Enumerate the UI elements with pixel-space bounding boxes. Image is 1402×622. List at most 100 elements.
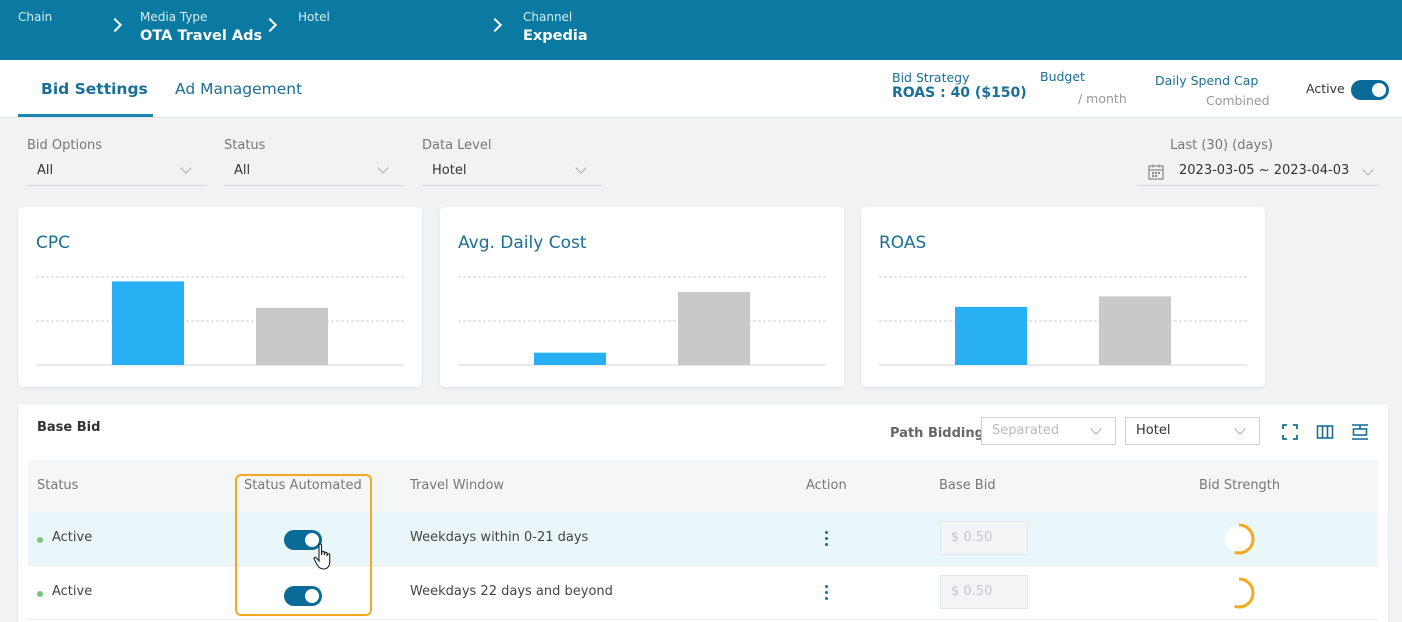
bar bbox=[256, 307, 328, 365]
data-level-select[interactable]: Hotel bbox=[422, 160, 602, 186]
row-height-icon[interactable] bbox=[1350, 422, 1370, 442]
breadcrumb-channel-value: Expedia bbox=[523, 28, 588, 44]
breadcrumb-channel-label: Channel bbox=[523, 10, 573, 24]
chevron-down-icon bbox=[377, 162, 389, 174]
bid-strategy-label: Bid Strategy bbox=[892, 70, 970, 85]
toggle-knob bbox=[1372, 83, 1386, 97]
tabs-header: Bid Settings Ad Management Bid Strategy … bbox=[0, 60, 1402, 118]
status-automated-toggle[interactable] bbox=[284, 586, 322, 606]
bar bbox=[955, 306, 1027, 365]
status-select[interactable]: All bbox=[224, 160, 404, 186]
tab-ad-management[interactable]: Ad Management bbox=[175, 80, 303, 98]
top-breadcrumb-bar: Chain Media Type OTA Travel Ads Hotel Ch… bbox=[0, 0, 1402, 60]
col-base-bid[interactable]: Base Bid bbox=[939, 478, 996, 493]
breadcrumb-hotel-label: Hotel bbox=[298, 10, 330, 24]
bid-strength-gauge bbox=[1225, 577, 1255, 609]
budget-label: Budget bbox=[1040, 69, 1085, 84]
status-automated-toggle[interactable] bbox=[284, 530, 322, 550]
bid-strategy[interactable]: Bid Strategy ROAS : 40 ($150) bbox=[892, 70, 1027, 101]
data-level-filter[interactable]: Data Level Hotel bbox=[422, 138, 602, 186]
toggle-knob bbox=[305, 533, 319, 547]
bid-options-label: Bid Options bbox=[27, 138, 103, 153]
columns-icon[interactable] bbox=[1315, 422, 1335, 442]
bid-options-select[interactable]: All bbox=[27, 160, 207, 186]
more-actions-icon[interactable] bbox=[825, 531, 829, 549]
tab-bid-settings[interactable]: Bid Settings bbox=[41, 80, 148, 98]
hand-pointer-cursor-icon bbox=[313, 543, 331, 570]
calendar-icon bbox=[1148, 164, 1164, 180]
budget: Budget bbox=[1040, 69, 1085, 84]
row-travel-window: Weekdays 22 days and beyond bbox=[410, 584, 613, 599]
fullscreen-icon[interactable] bbox=[1280, 422, 1300, 442]
col-bid-strength[interactable]: Bid Strength bbox=[1199, 478, 1281, 493]
chevron-down-icon bbox=[180, 162, 192, 174]
status-label: Status bbox=[224, 138, 266, 153]
daily-spend-cap-sub: Combined bbox=[1206, 93, 1270, 108]
bid-strength-gauge bbox=[1225, 523, 1255, 555]
breadcrumb-chain-label: Chain bbox=[18, 10, 53, 24]
active-toggle[interactable] bbox=[1351, 80, 1389, 100]
col-travel-window[interactable]: Travel Window bbox=[410, 478, 505, 493]
bar bbox=[1099, 296, 1171, 365]
budget-period: / month bbox=[1078, 91, 1127, 106]
row-status: Active bbox=[52, 530, 93, 545]
chevron-right-icon bbox=[262, 17, 278, 33]
data-level-value: Hotel bbox=[432, 163, 467, 178]
data-level-label: Data Level bbox=[422, 138, 492, 153]
avg-daily-cost-title: Avg. Daily Cost bbox=[458, 233, 587, 253]
status-dot bbox=[37, 537, 43, 543]
col-status[interactable]: Status bbox=[37, 478, 79, 493]
bid-options-value: All bbox=[37, 163, 54, 178]
table-row[interactable]: Active Weekdays 22 days and beyond $ 0.5… bbox=[28, 566, 1378, 620]
breadcrumb-media-type[interactable]: Media Type OTA Travel Ads bbox=[140, 9, 262, 47]
date-range-filter[interactable]: Last (30) (days) 2023-03-05 ~ 2023-04-03 bbox=[1137, 138, 1379, 186]
col-action: Action bbox=[806, 478, 847, 493]
chevron-down-icon bbox=[1090, 423, 1102, 435]
daily-spend-cap: Daily Spend Cap bbox=[1155, 73, 1258, 88]
bar bbox=[534, 352, 606, 365]
base-bid-input[interactable]: $ 0.50 bbox=[940, 521, 1028, 555]
level-value: Hotel bbox=[1136, 423, 1171, 438]
breadcrumb-media-type-value: OTA Travel Ads bbox=[140, 28, 263, 44]
cpc-title: CPC bbox=[36, 233, 70, 253]
path-bidding-select[interactable]: Separated bbox=[981, 417, 1116, 445]
active-label: Active bbox=[1306, 81, 1345, 96]
status-value: All bbox=[234, 163, 251, 178]
chevron-down-icon bbox=[1362, 164, 1374, 176]
table-row[interactable]: Active Weekdays within 0-21 days $ 0.50 bbox=[28, 512, 1378, 570]
base-bid-input[interactable]: $ 0.50 bbox=[940, 575, 1028, 609]
more-actions-icon[interactable] bbox=[825, 585, 829, 603]
status-filter[interactable]: Status All bbox=[224, 138, 404, 186]
breadcrumb-channel[interactable]: Channel Expedia bbox=[523, 9, 588, 47]
col-status-automated[interactable]: Status Automated bbox=[244, 478, 362, 493]
base-bid-panel: Base Bid Path Bidding Separated Hotel St… bbox=[18, 404, 1388, 622]
chevron-right-icon bbox=[107, 17, 123, 33]
active-tab-indicator bbox=[18, 114, 153, 117]
chevron-right-icon bbox=[487, 17, 503, 33]
chevron-down-icon bbox=[575, 162, 587, 174]
cpc-card: CPC bbox=[18, 207, 422, 387]
table-header: Status Status Automated Travel Window Ac… bbox=[28, 460, 1378, 512]
breadcrumb-chain[interactable]: Chain bbox=[18, 9, 52, 25]
base-bid-title: Base Bid bbox=[37, 420, 101, 435]
row-travel-window: Weekdays within 0-21 days bbox=[410, 530, 589, 545]
roas-card: ROAS bbox=[861, 207, 1265, 387]
bid-options-filter[interactable]: Bid Options All bbox=[27, 138, 207, 186]
bar bbox=[678, 291, 750, 365]
level-select[interactable]: Hotel bbox=[1125, 417, 1260, 445]
avg-daily-cost-chart bbox=[458, 276, 826, 366]
breadcrumb-media-type-label: Media Type bbox=[140, 10, 208, 24]
bid-strategy-value: ROAS : 40 ($150) bbox=[892, 85, 1027, 101]
bar bbox=[112, 281, 184, 365]
chevron-down-icon bbox=[1234, 423, 1246, 435]
path-bidding-label: Path Bidding bbox=[890, 426, 984, 441]
roas-title: ROAS bbox=[879, 233, 927, 253]
status-dot bbox=[37, 591, 43, 597]
breadcrumb-hotel[interactable]: Hotel bbox=[298, 9, 330, 25]
daily-spend-cap-label: Daily Spend Cap bbox=[1155, 73, 1259, 88]
date-range-label: Last (30) (days) bbox=[1170, 138, 1273, 153]
row-status: Active bbox=[52, 584, 93, 599]
date-range-value: 2023-03-05 ~ 2023-04-03 bbox=[1179, 163, 1350, 178]
cpc-chart bbox=[36, 276, 404, 366]
date-range-select[interactable]: 2023-03-05 ~ 2023-04-03 bbox=[1137, 160, 1379, 186]
